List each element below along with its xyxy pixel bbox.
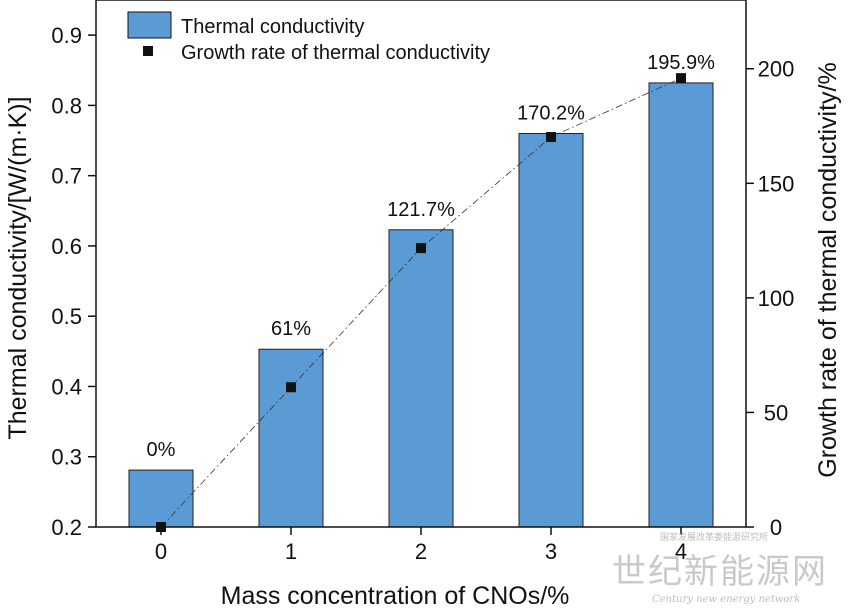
legend: Thermal conductivity Growth rate of ther… bbox=[127, 11, 490, 64]
watermark-top-text: 国家发展改革委能源研究所 bbox=[660, 531, 768, 543]
y-left-tick-label: 0.6 bbox=[51, 234, 82, 259]
y-left-tick-label: 0.2 bbox=[51, 515, 82, 540]
y-right-tick-label: 50 bbox=[764, 400, 788, 425]
y-right-tick-label: 150 bbox=[758, 171, 795, 196]
y-left-tick-label: 0.4 bbox=[51, 374, 82, 399]
bar-4 bbox=[648, 82, 714, 528]
x-tick-label: 3 bbox=[545, 539, 557, 564]
x-tick-label: 0 bbox=[155, 539, 167, 564]
bar-1 bbox=[258, 348, 324, 528]
data-label-2: 121.7% bbox=[387, 199, 455, 221]
data-label-3: 170.2% bbox=[517, 103, 585, 125]
y-axis-left: 0.2 0.3 0.4 0.5 0.6 0.7 0.8 0.9 bbox=[51, 23, 96, 540]
growth-point-3 bbox=[546, 132, 556, 143]
x-tick-label: 1 bbox=[285, 539, 297, 564]
x-tick-label: 4 bbox=[675, 539, 687, 564]
x-axis: 0 1 2 3 4 bbox=[155, 527, 687, 564]
watermark-chinese-text: 世纪新能源网 bbox=[612, 552, 828, 592]
growth-point-1 bbox=[286, 382, 296, 393]
data-labels: 0% 61% 121.7% 170.2% 195.9% bbox=[147, 52, 716, 461]
y-right-tick-label: 100 bbox=[758, 286, 795, 311]
y-left-tick-label: 0.8 bbox=[51, 93, 82, 118]
y-left-tick-label: 0.7 bbox=[51, 164, 82, 189]
y-left-tick-label: 0.3 bbox=[51, 445, 82, 470]
x-tick-label: 2 bbox=[415, 539, 427, 564]
growth-point-4 bbox=[676, 73, 686, 84]
legend-label-bar: Thermal conductivity bbox=[181, 16, 364, 38]
data-label-4: 195.9% bbox=[647, 52, 715, 74]
data-label-1: 61% bbox=[271, 318, 311, 340]
x-axis-title: Mass concentration of CNOs/% bbox=[221, 582, 570, 608]
y-left-tick-label: 0.5 bbox=[51, 304, 82, 329]
y-axis-right-title: Growth rate of thermal conductivity/% bbox=[814, 62, 842, 477]
y-axis-left-title: Thermal conductivity/[W/(m·K)] bbox=[4, 96, 32, 439]
growth-point-2 bbox=[416, 243, 426, 254]
y-right-tick-label: 200 bbox=[758, 57, 795, 82]
bar-0 bbox=[128, 469, 194, 528]
bar-2 bbox=[388, 229, 454, 528]
watermark-english-text: Century new energy network bbox=[652, 594, 800, 605]
data-label-0: 0% bbox=[147, 439, 176, 461]
bar-series bbox=[128, 82, 714, 528]
watermark: 国家发展改革委能源研究所 世纪新能源网 Century new energy n… bbox=[612, 531, 828, 605]
y-right-tick-label: 0 bbox=[770, 515, 782, 540]
legend-swatch-bar bbox=[127, 11, 172, 39]
legend-swatch-line bbox=[143, 46, 153, 56]
y-axis-right: 0 50 100 150 200 bbox=[746, 57, 794, 540]
y-left-tick-label: 0.9 bbox=[51, 23, 82, 48]
legend-label-line: Growth rate of thermal conductivity bbox=[181, 42, 490, 64]
bar-3 bbox=[518, 133, 584, 528]
